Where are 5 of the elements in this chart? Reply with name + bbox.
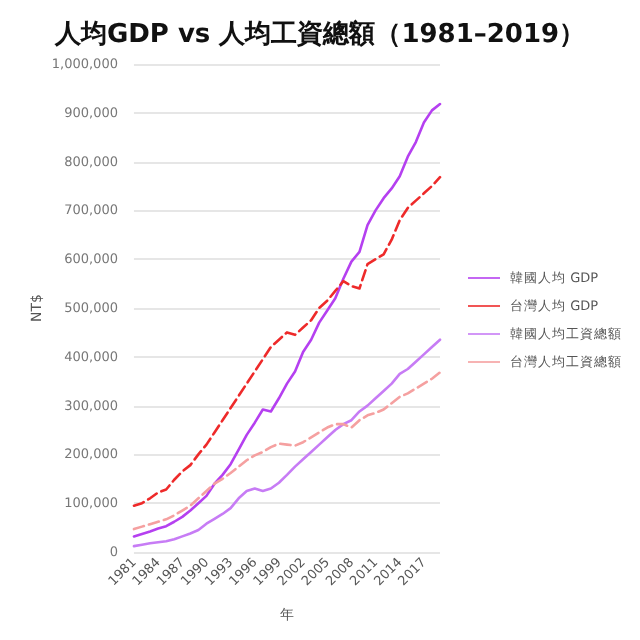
line-series bbox=[132, 175, 442, 507]
line-series bbox=[132, 338, 442, 548]
line-series bbox=[132, 102, 442, 538]
line-series bbox=[132, 371, 442, 531]
chart-title: 人均GDP vs 人均工資總額（1981–2019） bbox=[52, 18, 586, 50]
